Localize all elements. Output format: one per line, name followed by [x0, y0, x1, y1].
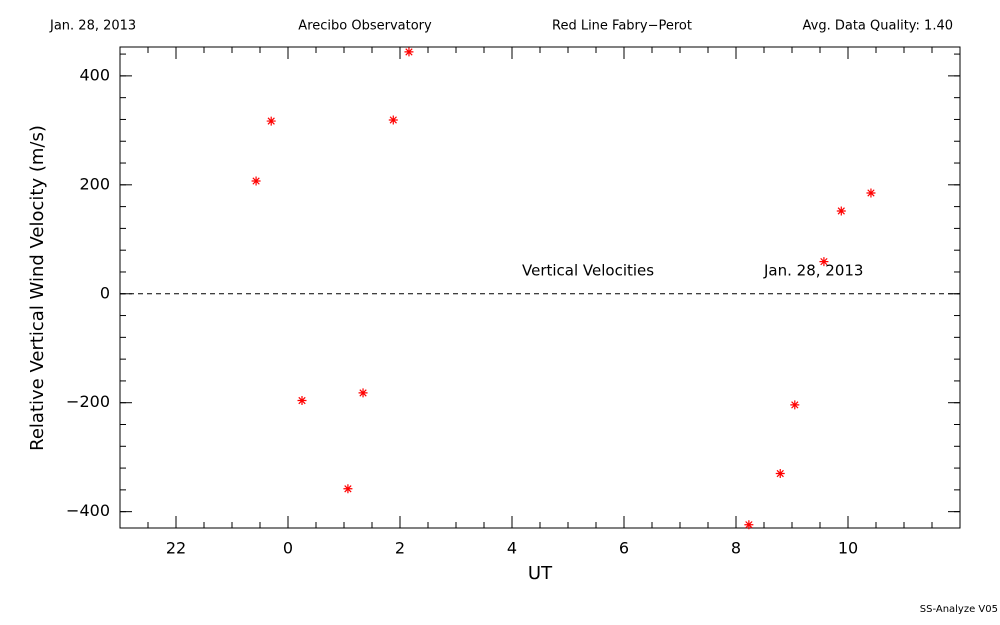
x-tick-label: 22: [166, 539, 186, 558]
x-tick-label: 6: [619, 539, 629, 558]
header-quality: Avg. Data Quality: 1.40: [803, 19, 953, 34]
y-tick-label: 200: [79, 174, 110, 193]
point: [836, 206, 846, 216]
point: [358, 388, 368, 398]
point: [744, 520, 754, 530]
annotation: Vertical Velocities: [522, 262, 654, 280]
y-tick-label: 0: [100, 283, 110, 302]
y-axis-title: Relative Vertical Wind Velocity (m/s): [27, 125, 48, 451]
point: [866, 188, 876, 198]
y-tick-label: 400: [79, 65, 110, 84]
point: [388, 115, 398, 125]
y-tick-label: −400: [66, 501, 110, 520]
y-tick-label: −200: [66, 392, 110, 411]
x-tick-label: 4: [507, 539, 517, 558]
point: [297, 396, 307, 406]
point: [343, 484, 353, 494]
x-tick-label: 0: [283, 539, 293, 558]
point: [266, 116, 276, 126]
header-site: Arecibo Observatory: [298, 19, 432, 34]
point: [404, 47, 414, 57]
point: [819, 257, 829, 267]
header-date: Jan. 28, 2013: [49, 19, 136, 34]
point: [775, 469, 785, 479]
footer: SS-Analyze V05: [920, 604, 998, 615]
annotation: Jan. 28, 2013: [763, 262, 863, 280]
x-tick-label: 10: [838, 539, 858, 558]
x-axis-title: UT: [528, 563, 553, 584]
point: [790, 400, 800, 410]
header-instrument: Red Line Fabry−Perot: [552, 19, 692, 34]
x-tick-label: 8: [731, 539, 741, 558]
point: [251, 176, 261, 186]
x-tick-label: 2: [395, 539, 405, 558]
